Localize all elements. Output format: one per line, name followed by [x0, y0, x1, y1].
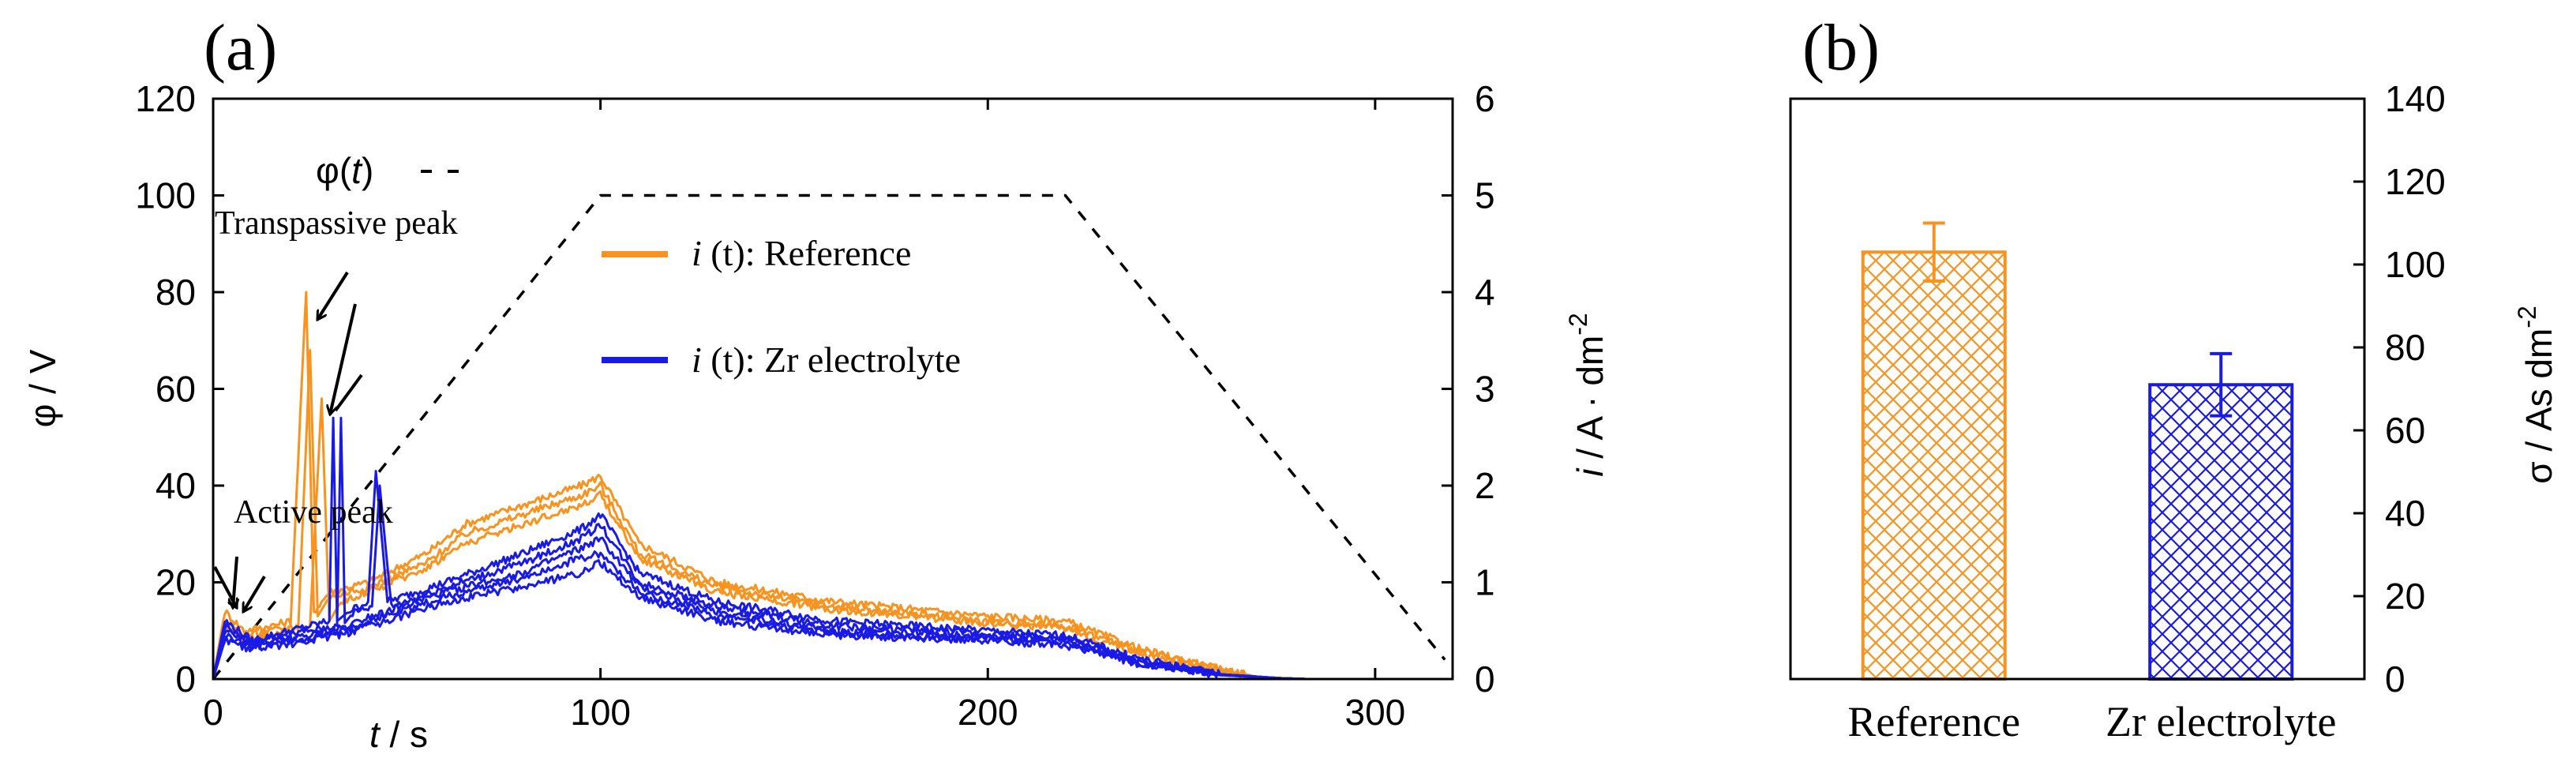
y-right-axis-label-var: i: [1569, 467, 1610, 477]
bar-zr-electrolyte: [2148, 383, 2294, 681]
y-right-axis-label-exp: -2: [1564, 313, 1592, 335]
panel-b-frame: [1789, 97, 2366, 681]
y-left-tick-label: 60: [156, 369, 196, 410]
x-axis-label-unit: / s: [380, 714, 428, 755]
panel-b-y-tick-label: 80: [2385, 327, 2425, 368]
y-right-tick-label: 0: [1475, 659, 1495, 700]
y-right-tick-label: 4: [1475, 272, 1495, 313]
x-tick-label: 200: [958, 692, 1018, 733]
y-right-tick-label: 5: [1475, 175, 1495, 216]
panel-a-frame: [212, 97, 1454, 681]
legend-label-phi: φ(t): [316, 150, 373, 191]
panel-b-bars: [1861, 221, 2294, 681]
arrow-active-3: [242, 575, 266, 612]
panel-b-y-tick-label: 0: [2385, 659, 2405, 700]
y-left-tick-label: 100: [135, 175, 196, 216]
panel-a: (a) 0 100 200 300 0 20 40 60 80 100 120 0 1 2 3 4 5 6 φ /…: [22, 11, 1610, 755]
y-right-tick-label: 1: [1475, 562, 1495, 603]
panel-a-ticks: 0 100 200 300 0 20 40 60 80 100 120 0 1 2 3 4 5 6: [135, 78, 1494, 733]
y-right-axis-label-unit: / A · dm: [1569, 336, 1610, 469]
panel-b-ticks: Reference Zr electrolyte 0 20 40 60 80 100 120 14…: [1847, 78, 2445, 745]
panel-a-label: (a): [204, 11, 277, 84]
panel-b-label: (b): [1802, 11, 1880, 84]
y-right-axis-label: i / A · dm-2: [1564, 313, 1610, 476]
x-tick-label: 100: [570, 692, 631, 733]
legend: φ(t) i (t): Reference i (t): Zr electrol…: [316, 150, 961, 380]
series-zr-curve-5: [212, 559, 1306, 681]
panel-b-y-tick-label: 120: [2385, 161, 2446, 202]
arrow-transpassive-1: [316, 271, 349, 320]
panel-b-y-tick-label: 100: [2385, 244, 2446, 285]
arrow-transpassive-3: [334, 373, 363, 412]
category-label: Zr electrolyte: [2105, 698, 2336, 745]
panel-b-y-tick-label: 60: [2385, 410, 2425, 451]
y-left-tick-label: 80: [156, 272, 196, 313]
annotation-transpassive-peak: Transpassive peak: [215, 205, 458, 242]
series-zr-curve-4: [212, 550, 1306, 681]
series-phi-line: [212, 193, 1446, 681]
series-zr-curve-2: [212, 416, 1306, 681]
x-axis-label-var: t: [369, 714, 381, 755]
y-left-tick-label: 0: [175, 659, 196, 700]
category-label: Reference: [1847, 698, 2020, 745]
panel-b-y-tick-label: 140: [2385, 78, 2446, 119]
y-right-tick-label: 6: [1475, 78, 1495, 119]
legend-label-zr: i (t): Zr electrolyte: [692, 340, 961, 380]
y-left-tick-label: 120: [135, 78, 196, 119]
series-reference-curve-1: [212, 291, 1298, 681]
panel-b-y-axis-label: σ / As dm-2: [2513, 306, 2559, 484]
panel-b-y-tick-label: 20: [2385, 576, 2425, 617]
panel-b-y-tick-label: 40: [2385, 493, 2425, 534]
series-zr-curve-1: [212, 416, 1306, 681]
series-reference-curve-3: [212, 397, 1298, 681]
arrow-active-2: [233, 556, 237, 608]
panel-b: (b) Reference Zr electrolyte 0 20 40 60 80 100 1…: [1789, 11, 2559, 745]
bar-reference: [1861, 250, 2007, 681]
panel-a-series: [212, 193, 1446, 681]
y-left-tick-label: 40: [156, 465, 196, 506]
y-right-tick-label: 2: [1475, 465, 1495, 506]
arrow-transpassive-2: [330, 303, 357, 415]
x-axis-label: t / s: [369, 714, 428, 755]
x-tick-label: 300: [1345, 692, 1406, 733]
y-left-tick-label: 20: [156, 562, 196, 603]
x-tick-label: 0: [203, 692, 223, 733]
y-right-tick-label: 3: [1475, 369, 1495, 410]
y-left-axis-label: φ / V: [22, 349, 63, 427]
legend-label-reference: i (t): Reference: [692, 233, 911, 273]
annotation-active-peak: Active peak: [234, 494, 393, 531]
